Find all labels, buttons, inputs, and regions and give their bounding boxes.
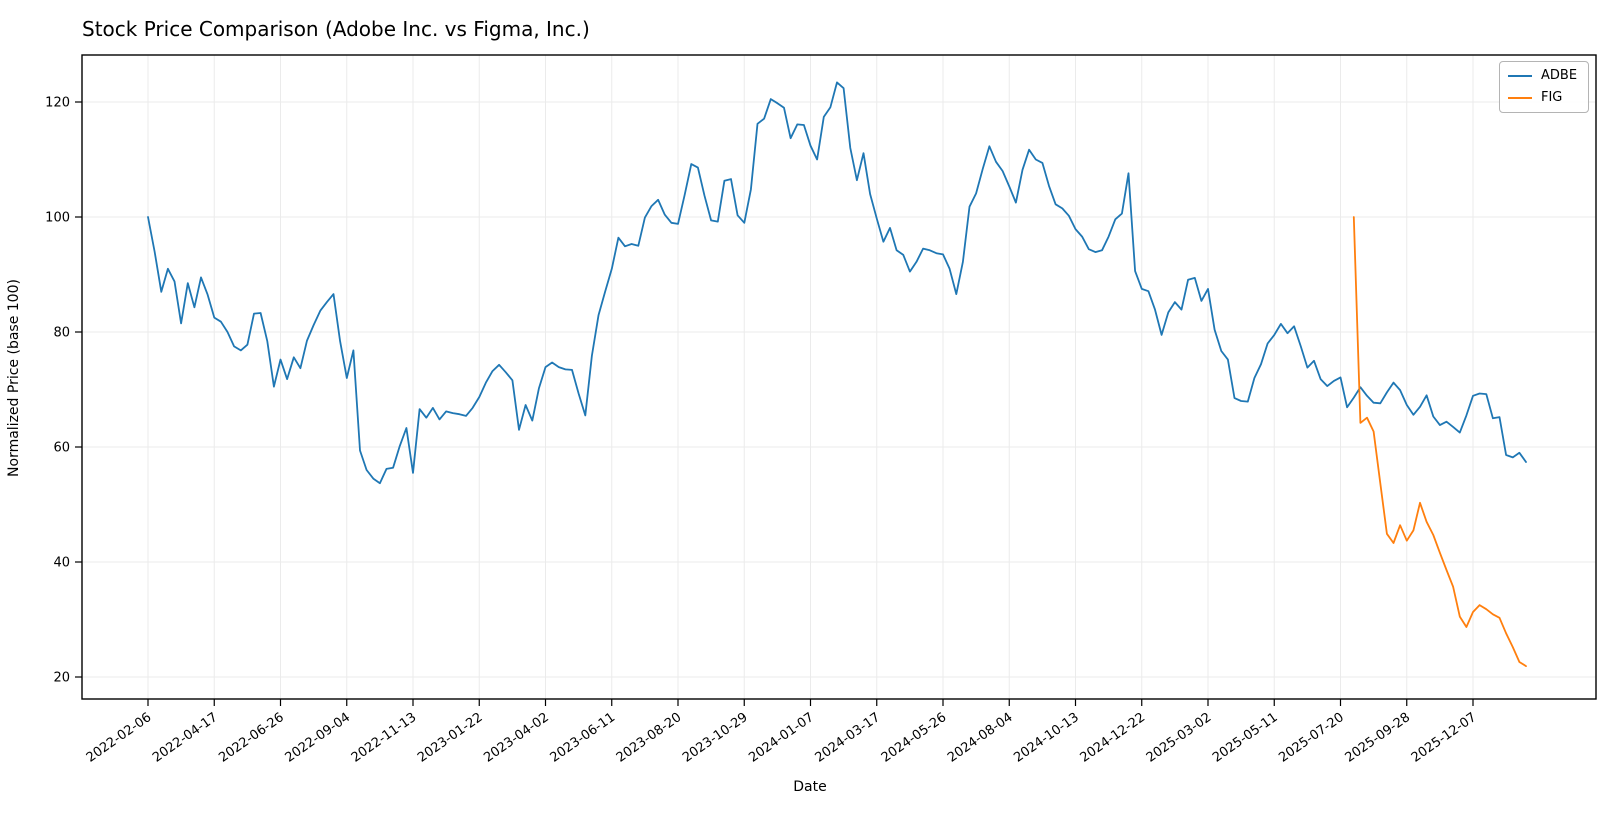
x-tick-label: 2025-09-28: [1343, 710, 1414, 766]
x-tick-label: 2022-06-26: [216, 710, 287, 766]
x-tick-label: 2025-07-20: [1276, 710, 1347, 766]
y-axis-label: Normalized Price (base 100): [6, 279, 22, 477]
y-tick-label: 80: [53, 326, 70, 341]
legend-item-adbe: ADBE: [1508, 69, 1579, 83]
fig-line-swatch: [1508, 97, 1532, 99]
adbe-line-swatch: [1508, 75, 1532, 77]
x-tick-label: 2025-05-11: [1210, 710, 1281, 766]
x-tick-label: 2024-03-17: [813, 710, 884, 766]
x-tick-label: 2024-12-22: [1078, 710, 1149, 766]
x-tick-label: 2022-09-04: [283, 710, 354, 766]
y-tick-label: 120: [45, 96, 70, 111]
x-tick-label: 2022-04-17: [150, 710, 221, 766]
legend-label-adbe: ADBE: [1541, 68, 1578, 83]
x-tick-label: 2024-05-26: [879, 710, 950, 766]
y-tick-label: 60: [53, 441, 70, 456]
plot-border: [81, 54, 1597, 700]
y-tick-label: 100: [45, 211, 70, 226]
chart-title: Stock Price Comparison (Adobe Inc. vs Fi…: [82, 17, 590, 41]
x-tick-label: 2023-10-29: [680, 710, 751, 766]
x-tick-label: 2024-08-04: [945, 710, 1016, 766]
x-tick-label: 2023-01-22: [415, 710, 486, 766]
x-tick-label: 2022-02-06: [84, 710, 155, 766]
x-tick-label: 2025-03-02: [1144, 710, 1215, 766]
y-tick-label: 40: [53, 556, 70, 571]
x-tick-label: 2025-12-07: [1409, 710, 1480, 766]
gridlines: [82, 55, 1596, 699]
x-tick-label: 2024-01-07: [746, 710, 817, 766]
x-tick-label: 2023-08-20: [614, 710, 685, 766]
series-line-fig: [1352, 216, 1527, 667]
legend: ADBE FIG: [1499, 61, 1589, 113]
legend-label-fig: FIG: [1541, 90, 1563, 105]
y-tick-label: 20: [53, 671, 70, 686]
x-tick-label: 2022-11-13: [349, 710, 420, 766]
x-tick-label: 2024-10-13: [1011, 710, 1082, 766]
legend-item-fig: FIG: [1508, 91, 1579, 105]
x-axis-label: Date: [793, 779, 827, 795]
series-line-adbe: [147, 81, 1527, 485]
axis-ticks: 204060801001202022-02-062022-04-172022-0…: [45, 96, 1479, 766]
x-tick-label: 2023-04-02: [481, 710, 552, 766]
x-tick-label: 2023-06-11: [548, 710, 619, 766]
